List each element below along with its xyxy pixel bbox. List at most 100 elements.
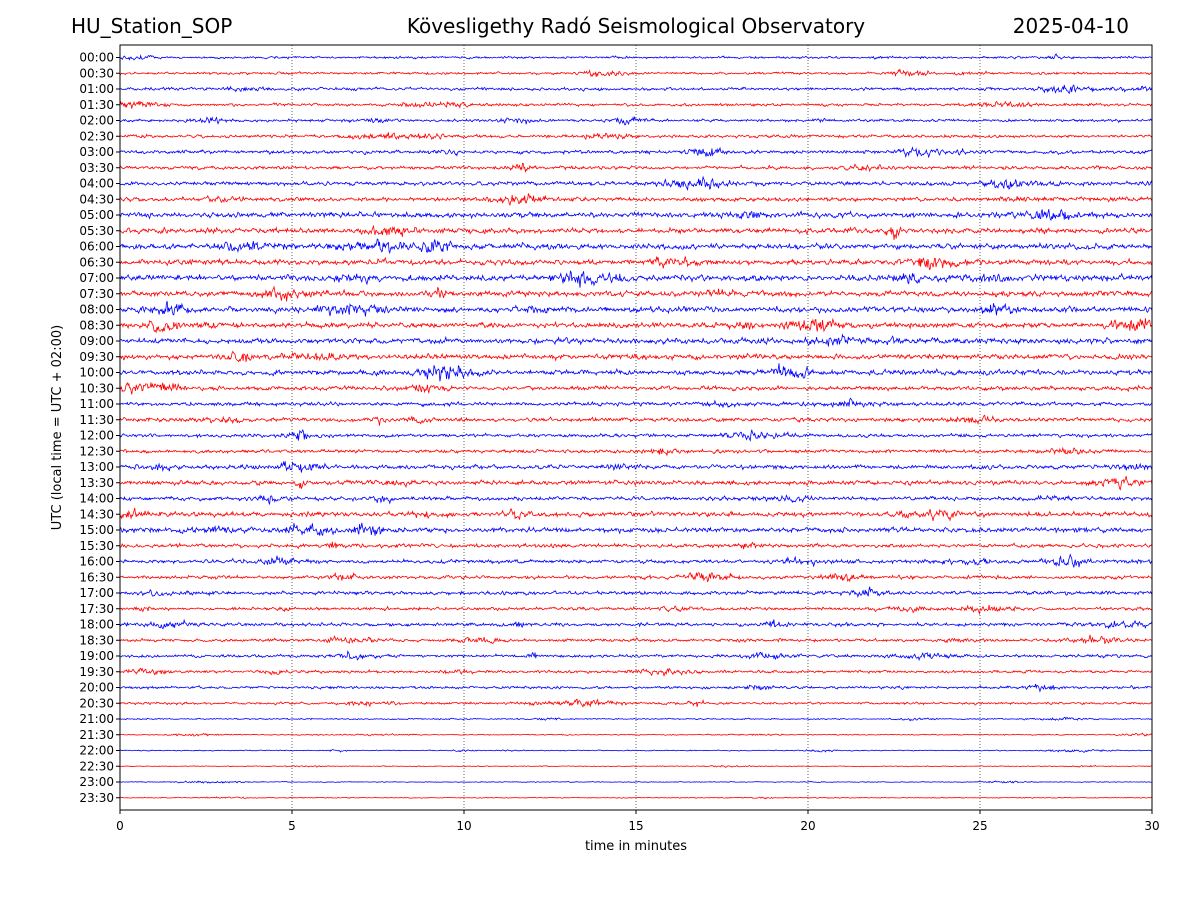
x-tick-label: 15	[628, 819, 643, 833]
seismogram-trace	[119, 683, 1153, 693]
seismogram-trace	[119, 553, 1153, 568]
x-tick-label: 10	[456, 819, 471, 833]
row-time-label: 22:00	[79, 744, 114, 758]
row-time-label: 01:00	[79, 82, 114, 96]
seismogram-trace	[119, 716, 1153, 722]
row-time-label: 20:00	[79, 681, 114, 695]
row-time-label: 11:00	[79, 397, 114, 411]
seismogram-trace	[119, 317, 1153, 334]
row-time-label: 08:30	[79, 318, 114, 332]
row-time-label: 13:30	[79, 476, 114, 490]
x-axis-label: time in minutes	[585, 839, 687, 854]
row-time-label: 08:00	[79, 303, 114, 317]
row-time-label: 22:30	[79, 759, 114, 773]
seismogram-trace	[119, 53, 1153, 61]
seismogram-trace	[119, 446, 1153, 457]
seismogram-trace	[119, 84, 1153, 94]
x-tick-label: 20	[800, 819, 815, 833]
seismogram-trace	[119, 428, 1153, 442]
row-time-label: 04:30	[79, 192, 114, 206]
row-time-label: 11:30	[79, 413, 114, 427]
seismogram-trace	[119, 634, 1153, 645]
row-time-label: 02:00	[79, 114, 114, 128]
row-time-label: 12:00	[79, 429, 114, 443]
x-tick-label: 0	[116, 819, 124, 833]
row-time-label: 03:30	[79, 161, 114, 175]
seismogram-trace	[119, 175, 1153, 191]
seismogram-trace	[119, 604, 1153, 616]
x-tick-label: 30	[1144, 819, 1159, 833]
row-time-label: 20:30	[79, 696, 114, 710]
seismogram-trace	[119, 350, 1153, 363]
seismogram-trace	[119, 796, 1153, 800]
seismogram-trace	[119, 397, 1153, 408]
seismogram-trace	[119, 285, 1153, 302]
row-time-label: 19:00	[79, 649, 114, 663]
seismogram-trace	[119, 522, 1153, 537]
seismogram-trace	[119, 100, 1153, 110]
seismogram-trace	[119, 208, 1153, 222]
seismogram-trace	[119, 162, 1153, 174]
row-time-label: 15:00	[79, 523, 114, 537]
seismogram-trace	[119, 363, 1153, 382]
seismogram-trace	[119, 414, 1153, 426]
seismogram-trace	[119, 507, 1153, 522]
seismogram-trace	[119, 68, 1153, 78]
y-axis-label: UTC (local time = UTC + 02:00)	[50, 325, 65, 530]
seismogram-trace	[119, 476, 1153, 491]
seismogram-trace	[119, 224, 1153, 240]
row-time-label: 05:30	[79, 224, 114, 238]
seismogram-trace	[119, 541, 1153, 550]
row-time-label: 07:30	[79, 287, 114, 301]
row-time-label: 06:00	[79, 240, 114, 254]
seismogram-trace	[119, 618, 1153, 630]
seismogram-trace	[119, 764, 1152, 768]
seismogram-trace	[119, 698, 1153, 708]
row-time-label: 14:30	[79, 507, 114, 521]
row-time-label: 18:00	[79, 618, 114, 632]
seismogram-trace	[119, 732, 1153, 737]
station-name: HU_Station_SOP	[71, 14, 233, 38]
seismogram-trace	[119, 381, 1153, 395]
x-tick-label: 5	[288, 819, 296, 833]
row-time-label: 07:00	[79, 271, 114, 285]
row-time-label: 04:00	[79, 177, 114, 191]
seismogram-trace	[119, 460, 1153, 473]
seismogram-trace	[119, 116, 1153, 126]
seismogram-trace	[119, 132, 1153, 141]
row-time-label: 06:30	[79, 255, 114, 269]
row-time-label: 21:30	[79, 728, 114, 742]
row-time-label: 17:30	[79, 602, 114, 616]
seismogram-trace	[119, 571, 1153, 583]
seismogram-trace	[119, 650, 1153, 662]
row-time-label: 00:30	[79, 66, 114, 80]
row-time-label: 10:30	[79, 381, 114, 395]
row-time-label: 16:30	[79, 570, 114, 584]
chart-date: 2025-04-10	[1012, 14, 1129, 38]
seismogram-trace	[119, 749, 1152, 753]
seismogram-trace	[119, 667, 1153, 677]
seismogram-trace	[119, 333, 1153, 347]
row-time-label: 14:00	[79, 492, 114, 506]
row-time-label: 03:00	[79, 145, 114, 159]
row-time-label: 13:00	[79, 460, 114, 474]
seismogram-trace	[119, 193, 1153, 207]
row-time-label: 10:00	[79, 366, 114, 380]
row-time-label: 15:30	[79, 539, 114, 553]
seismogram-trace	[119, 300, 1153, 317]
seismogram-trace	[119, 270, 1153, 288]
row-time-label: 19:30	[79, 665, 114, 679]
x-tick-label: 25	[972, 819, 987, 833]
seismogram-trace	[119, 146, 1153, 159]
seismogram-trace	[119, 780, 1153, 784]
row-time-label: 05:00	[79, 208, 114, 222]
seismogram-trace	[119, 238, 1153, 255]
row-time-label: 23:00	[79, 775, 114, 789]
row-time-label: 17:00	[79, 586, 114, 600]
row-time-label: 18:30	[79, 633, 114, 647]
chart-title: Köveslig­ethy Radó Seismological Observa…	[406, 14, 866, 38]
row-time-label: 02:30	[79, 129, 114, 143]
row-time-label: 12:30	[79, 444, 114, 458]
row-time-label: 00:00	[79, 51, 114, 65]
